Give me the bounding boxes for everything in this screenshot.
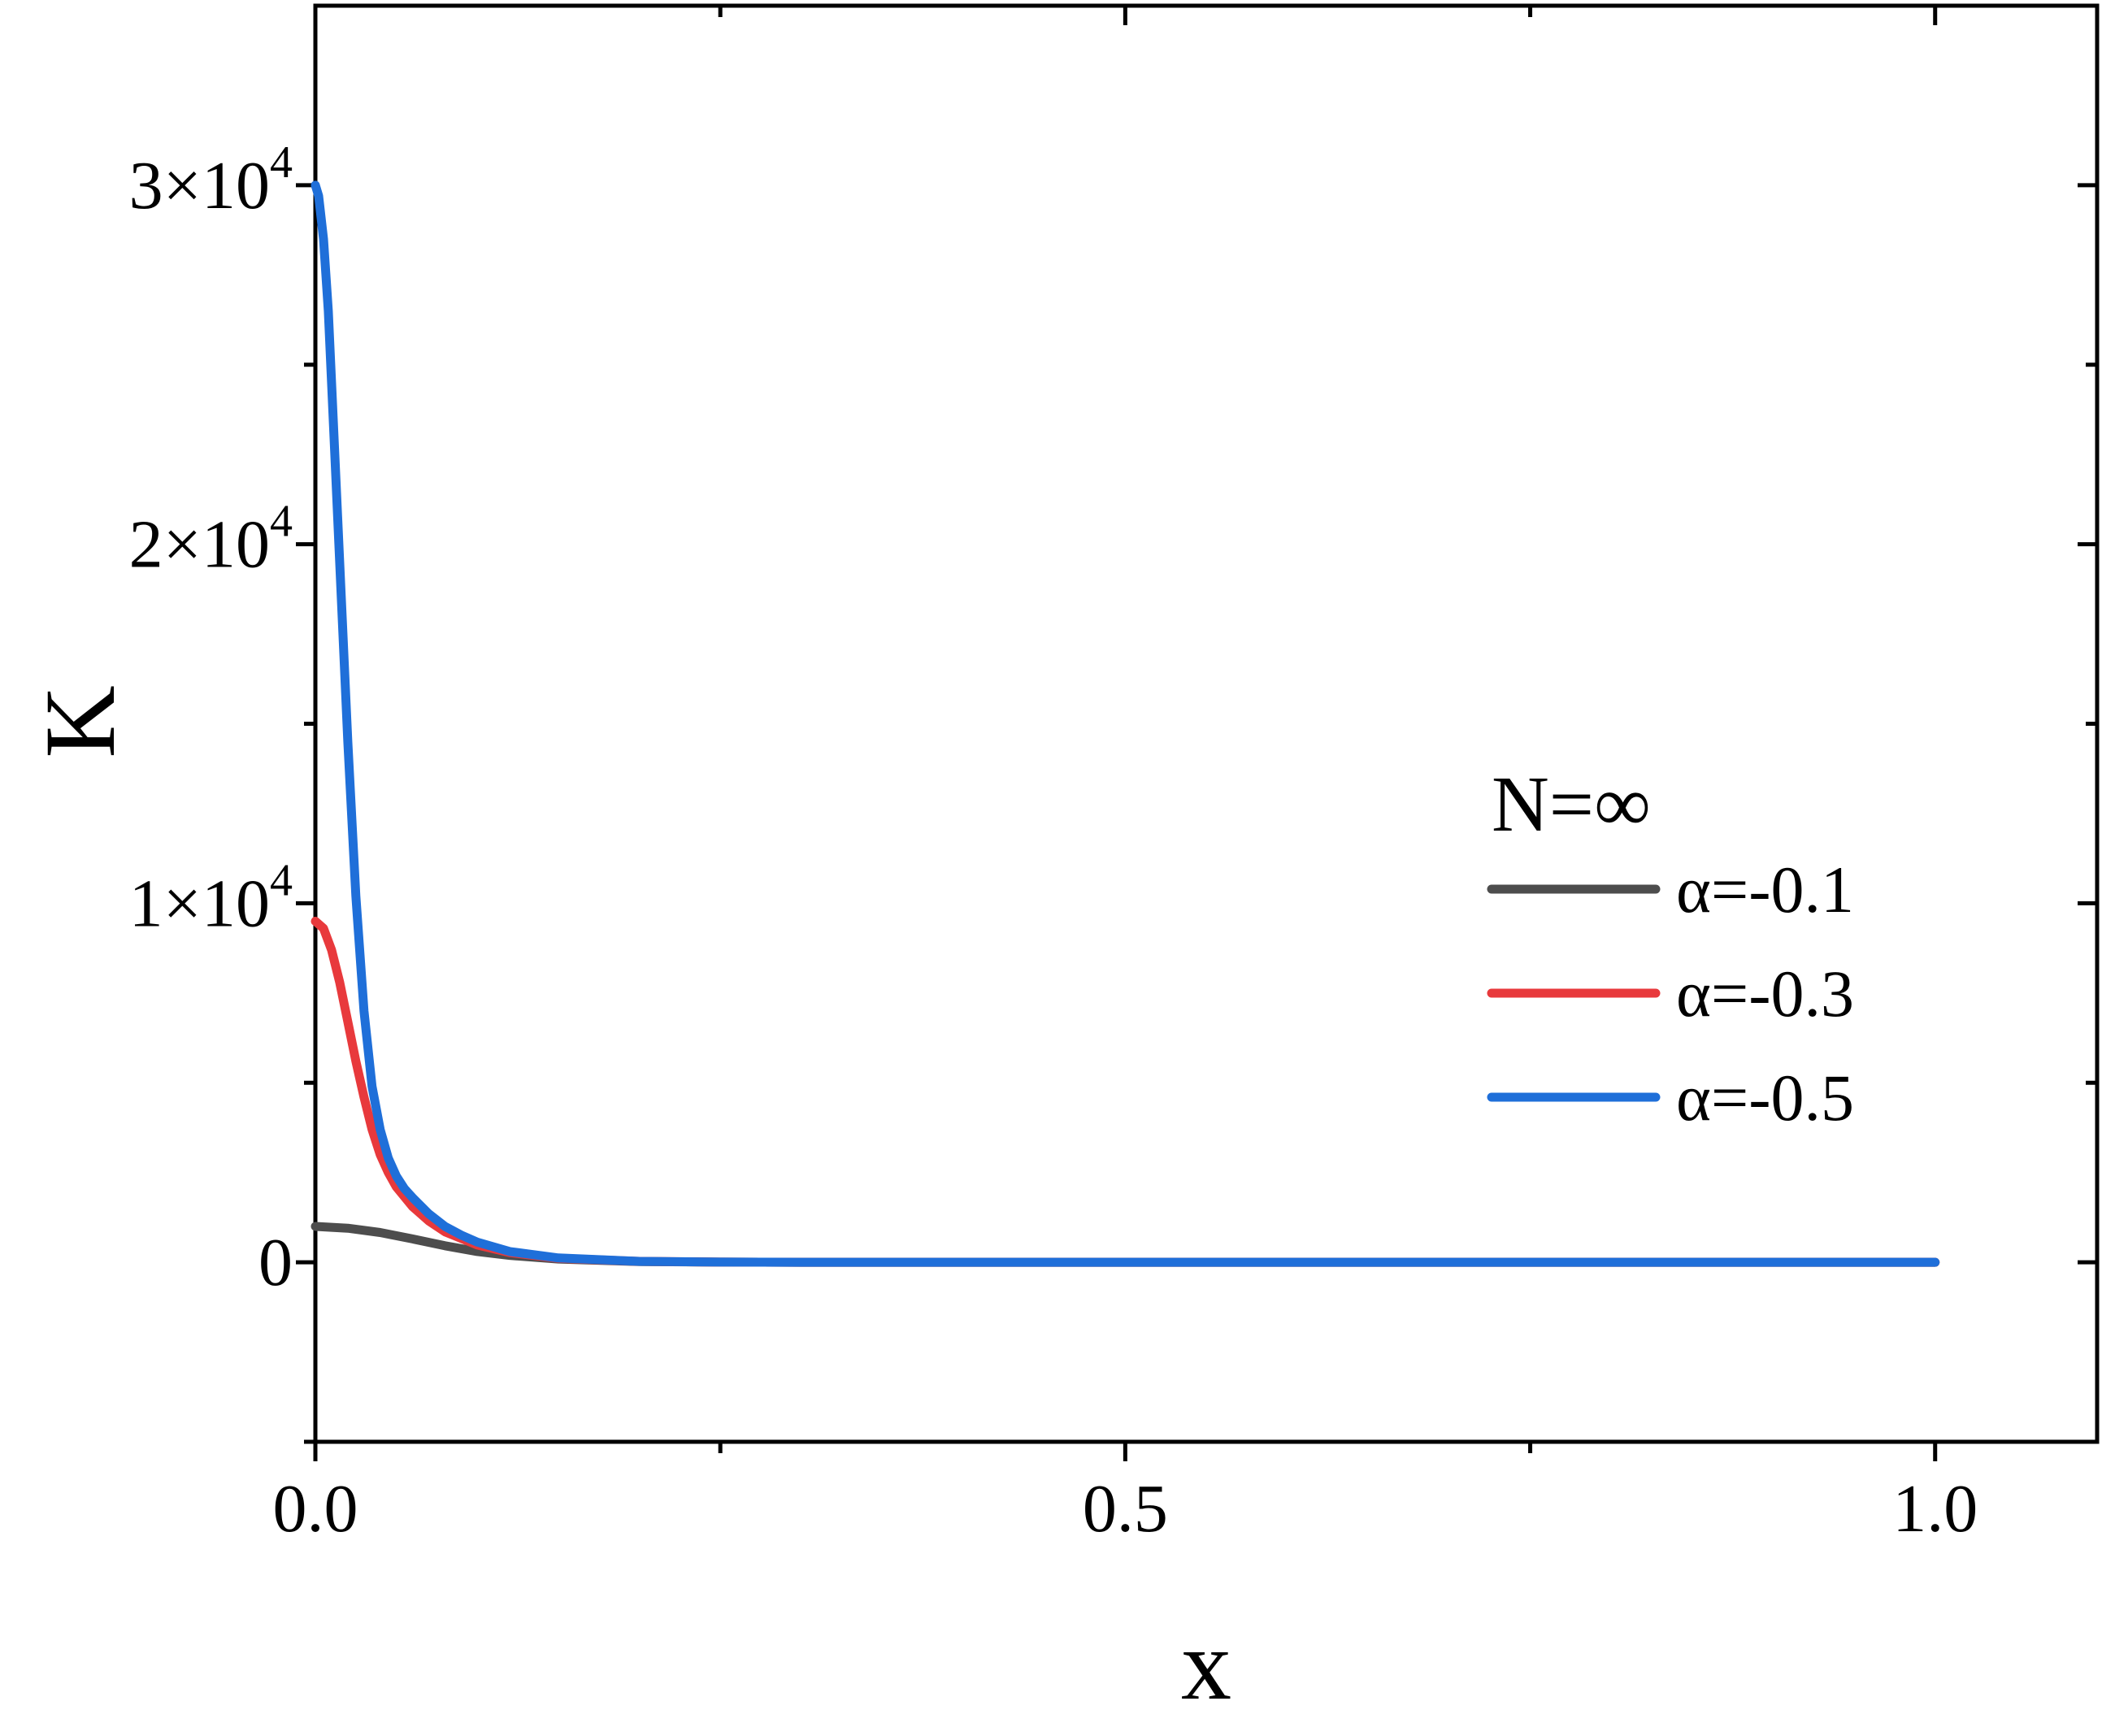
y-tick-label: 1×104 [129,855,293,941]
y-tick-mantissa: 0 [258,1225,293,1300]
legend-label-1: α=-0.3 [1676,957,1854,1031]
legend: N=∞ α=-0.1 α=-0.3 α=-0.5 [1487,761,1854,1135]
y-tick-exponent: 4 [270,137,293,188]
legend-title: N=∞ [1492,761,1651,848]
y-axis-title: K [24,685,136,758]
x-tick-label: 0.0 [273,1471,358,1547]
y-tick-exponent: 4 [270,855,293,905]
y-tick-mantissa: 3×10 [129,148,270,224]
x-tick-label: 1.0 [1892,1471,1978,1547]
legend-label-0: α=-0.1 [1676,853,1854,927]
x-tick-labels: 0.0 0.5 1.0 [273,1471,1978,1547]
axis-ticks [296,6,2097,1461]
legend-items: α=-0.1 α=-0.3 α=-0.5 [1487,853,1854,1135]
series-line-2 [311,180,1940,1267]
y-tick-mantissa: 1×10 [129,866,270,941]
x-tick-label: 0.5 [1083,1471,1168,1547]
y-tick-label: 0 [258,1225,293,1300]
y-tick-exponent: 4 [270,497,293,547]
legend-label-2: α=-0.5 [1676,1061,1854,1135]
y-tick-mantissa: 2×10 [129,507,270,583]
y-tick-label: 2×104 [129,497,293,583]
x-axis-title: x [1181,1609,1231,1721]
plot-frame [313,3,2100,1444]
y-tick-label: 3×104 [129,137,293,224]
series-layer [311,180,1940,1267]
